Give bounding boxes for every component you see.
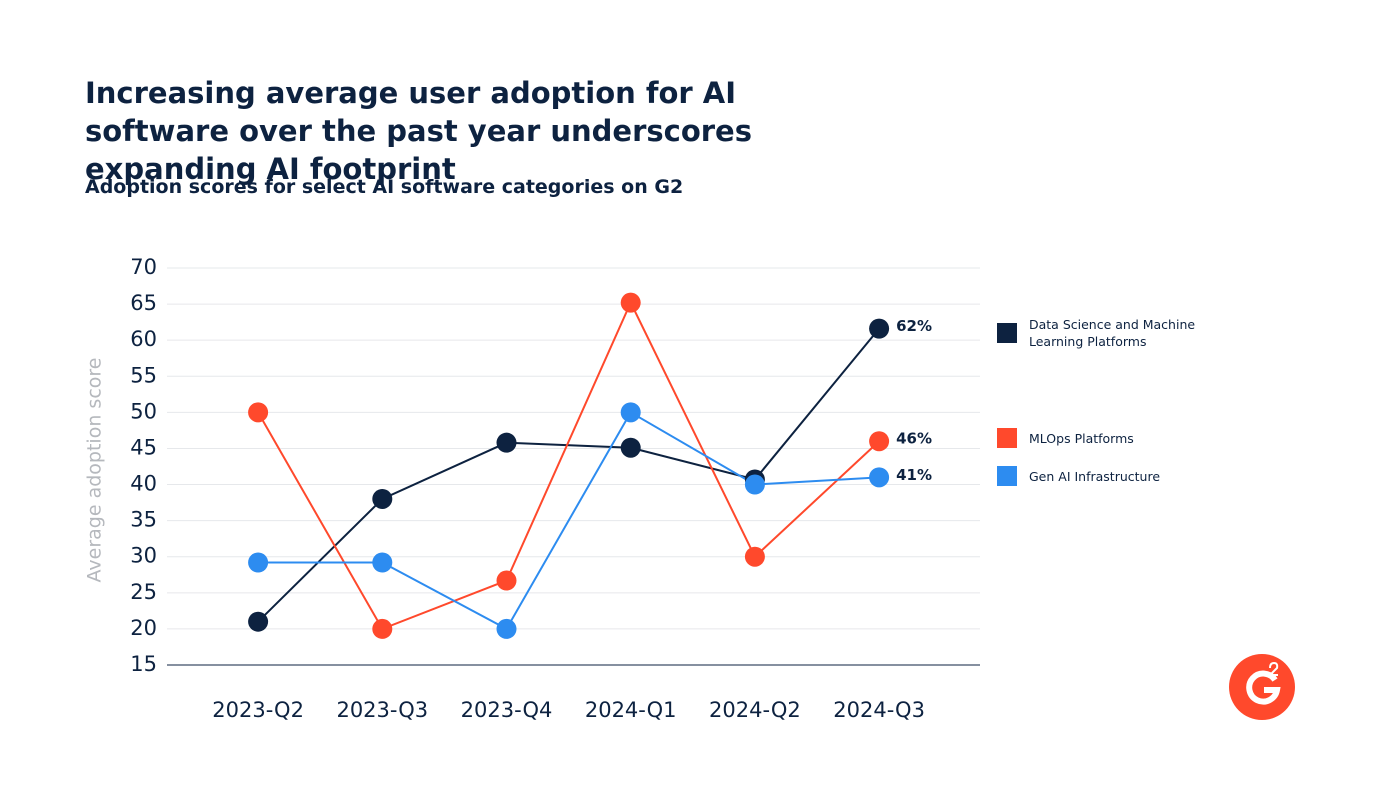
series-line: [258, 410, 880, 631]
data-point: [248, 402, 269, 423]
y-tick-label: 40: [130, 472, 157, 496]
legend-item: Gen AI Infrastructure: [997, 466, 1197, 486]
y-tick-label: 30: [130, 544, 157, 568]
legend-swatch: [997, 428, 1017, 448]
x-tick-label: 2023-Q2: [212, 698, 304, 722]
legend-item: MLOps Platforms: [997, 428, 1197, 448]
y-tick-label: 35: [130, 508, 157, 532]
data-point: [744, 474, 765, 495]
x-tick-label: 2024-Q2: [709, 698, 801, 722]
logo: [1229, 654, 1295, 720]
legend-label: MLOps Platforms: [1029, 430, 1134, 446]
data-point: [372, 552, 393, 573]
y-tick-label: 65: [130, 291, 157, 315]
series-line: [257, 327, 880, 623]
data-point: [744, 546, 765, 567]
data-point: [496, 618, 517, 639]
x-tick-label: 2023-Q4: [461, 698, 553, 722]
y-axis-label: Average adoption score: [84, 358, 106, 583]
y-tick-label: 50: [130, 399, 157, 423]
data-point: [620, 402, 641, 423]
y-tick-label: 15: [130, 652, 157, 676]
data-point: [248, 611, 269, 632]
data-label: 46%: [896, 430, 932, 448]
data-point: [620, 292, 641, 313]
data-point: [372, 488, 393, 509]
legend-label: Data Science and Machine Learning Platfo…: [1029, 317, 1196, 349]
x-tick-label: 2023-Q3: [336, 698, 428, 722]
chart-title: Increasing average user adoption for AI …: [85, 76, 752, 186]
y-tick-label: 20: [130, 616, 157, 640]
data-label: 62%: [896, 317, 932, 335]
y-tick-label: 55: [130, 363, 157, 387]
data-point: [869, 318, 890, 339]
legend-swatch: [997, 323, 1017, 343]
data-point: [372, 618, 393, 639]
chart-subtitle: Adoption scores for select AI software c…: [85, 176, 684, 198]
x-tick-label: 2024-Q1: [585, 698, 677, 722]
x-tick-label: 2024-Q3: [833, 698, 925, 722]
data-point: [620, 437, 641, 458]
data-point: [496, 570, 517, 591]
series-line: [257, 300, 880, 631]
data-point: [869, 467, 890, 488]
data-point: [248, 552, 269, 573]
data-point: [496, 432, 517, 453]
data-label: 41%: [896, 466, 932, 484]
data-point: [869, 431, 890, 452]
y-tick-label: 45: [130, 435, 157, 459]
legend-label: Gen AI Infrastructure: [1029, 468, 1161, 484]
legend-swatch: [997, 466, 1017, 486]
y-tick-label: 70: [130, 255, 157, 279]
y-tick-label: 25: [130, 580, 157, 604]
legend-item: Data Science and Machine Learning Platfo…: [997, 316, 1197, 350]
y-tick-label: 60: [130, 327, 157, 351]
